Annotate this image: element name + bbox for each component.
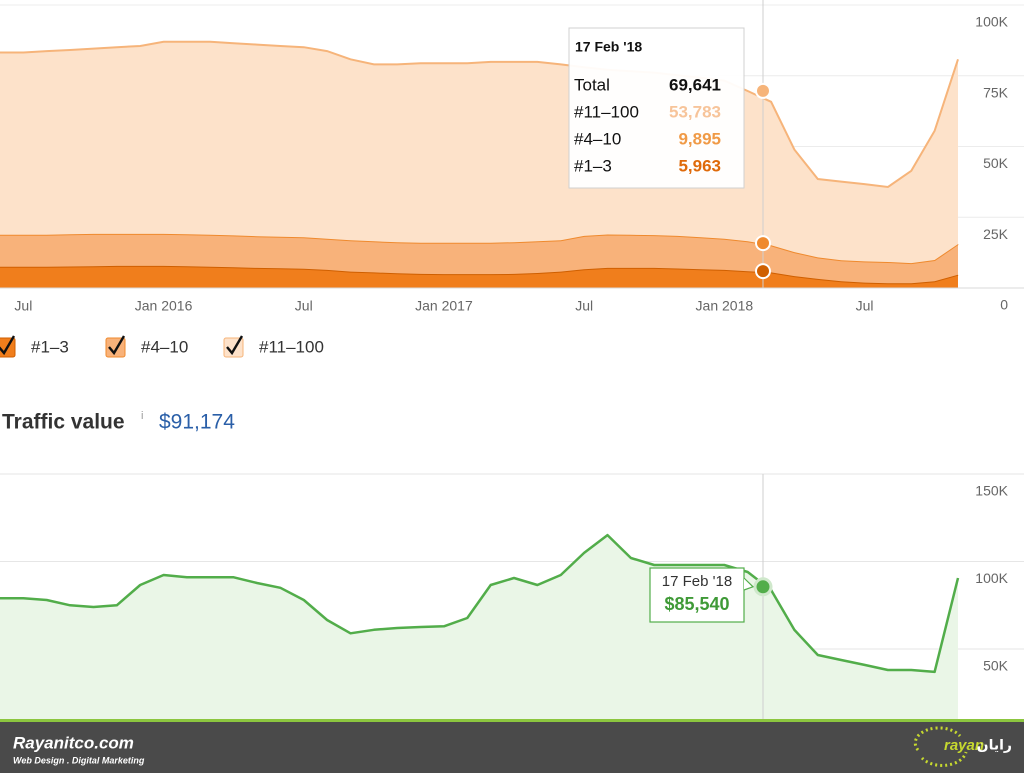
legend-item[interactable]: #11–100 [223, 335, 324, 358]
x-tick-label: Jul [575, 298, 593, 314]
y-tick-label: 150K [975, 483, 1008, 499]
x-tick-label: Jan 2018 [696, 298, 754, 314]
series-line [0, 533, 960, 674]
y-tick-label: 100K [975, 14, 1008, 30]
x-tick-label: Jul [856, 298, 874, 314]
hover-dot [755, 82, 771, 99]
y-tick-label: 50K [983, 155, 1009, 171]
area-fill [0, 535, 958, 719]
legend-item[interactable]: #1–3 [0, 335, 69, 358]
x-tick-label: Jul [295, 298, 313, 314]
area-band [0, 233, 958, 284]
x-tick-label: Jan 2016 [135, 298, 193, 314]
tooltip-title: 17 Feb '18 [662, 573, 732, 590]
footer-logo-mark [913, 726, 968, 767]
tooltip: 17 Feb '18 Total 69,641 #11–100 53,783 #4–10 9… [568, 27, 745, 189]
legend-item[interactable]: #4–10 [105, 335, 188, 358]
footer-tagline: Web Design . Digital Marketing [13, 755, 145, 765]
section-title: Traffic value [2, 411, 125, 434]
tooltip-value: 53,783 [669, 102, 721, 121]
tooltip-title: 17 Feb '18 [575, 39, 642, 55]
tooltip: 17 Feb '18 $85,540 [649, 567, 755, 623]
legend-check [226, 335, 244, 356]
legend-label: #11–100 [259, 337, 324, 356]
tooltip-value: 5,963 [678, 156, 721, 175]
area-band [0, 265, 958, 288]
y-tick-label: 25K [983, 226, 1009, 242]
footer-logo-latin: rayan [944, 737, 984, 754]
tooltip-label: #1–3 [574, 156, 612, 175]
tooltip-label: #11–100 [574, 102, 639, 121]
footer-bar [0, 722, 1024, 773]
section-value: $91,174 [159, 411, 235, 434]
series-line [0, 40, 959, 189]
tooltip-value: 9,895 [678, 129, 721, 148]
y-tick-label: 50K [983, 658, 1009, 674]
legend-check [0, 335, 16, 356]
hover-dot [755, 263, 771, 280]
charts: 0 25K 50K 75K 100K Jul Jan 2016 Jul Jan 2017 Jul J… [0, 0, 1024, 719]
tooltip-label: #4–10 [574, 129, 621, 148]
y-tick-label: 0 [1000, 297, 1008, 313]
area-band [0, 41, 958, 264]
tooltip-pointer [743, 577, 755, 591]
x-tick-label: Jul [14, 298, 32, 314]
tooltip-value: $85,540 [664, 594, 729, 614]
footer-logo-persian: رایان [977, 737, 1012, 753]
hover-dot [755, 235, 771, 252]
y-tick-label: 100K [975, 570, 1008, 586]
tooltip-box [568, 27, 745, 189]
footer-brand: Rayanitco.com [13, 733, 134, 752]
tooltip-value: 69,641 [669, 75, 721, 94]
legend-check [108, 335, 126, 356]
legend-label: #1–3 [31, 337, 69, 356]
legend-label: #4–10 [141, 337, 188, 356]
x-tick-label: Jan 2017 [415, 298, 473, 314]
hover-dot [753, 577, 773, 597]
info-icon[interactable]: i [141, 410, 143, 422]
tooltip-box [649, 567, 745, 623]
tooltip-label: Total [574, 75, 610, 94]
footer-accent [0, 719, 1024, 722]
y-tick-label: 75K [983, 84, 1009, 100]
